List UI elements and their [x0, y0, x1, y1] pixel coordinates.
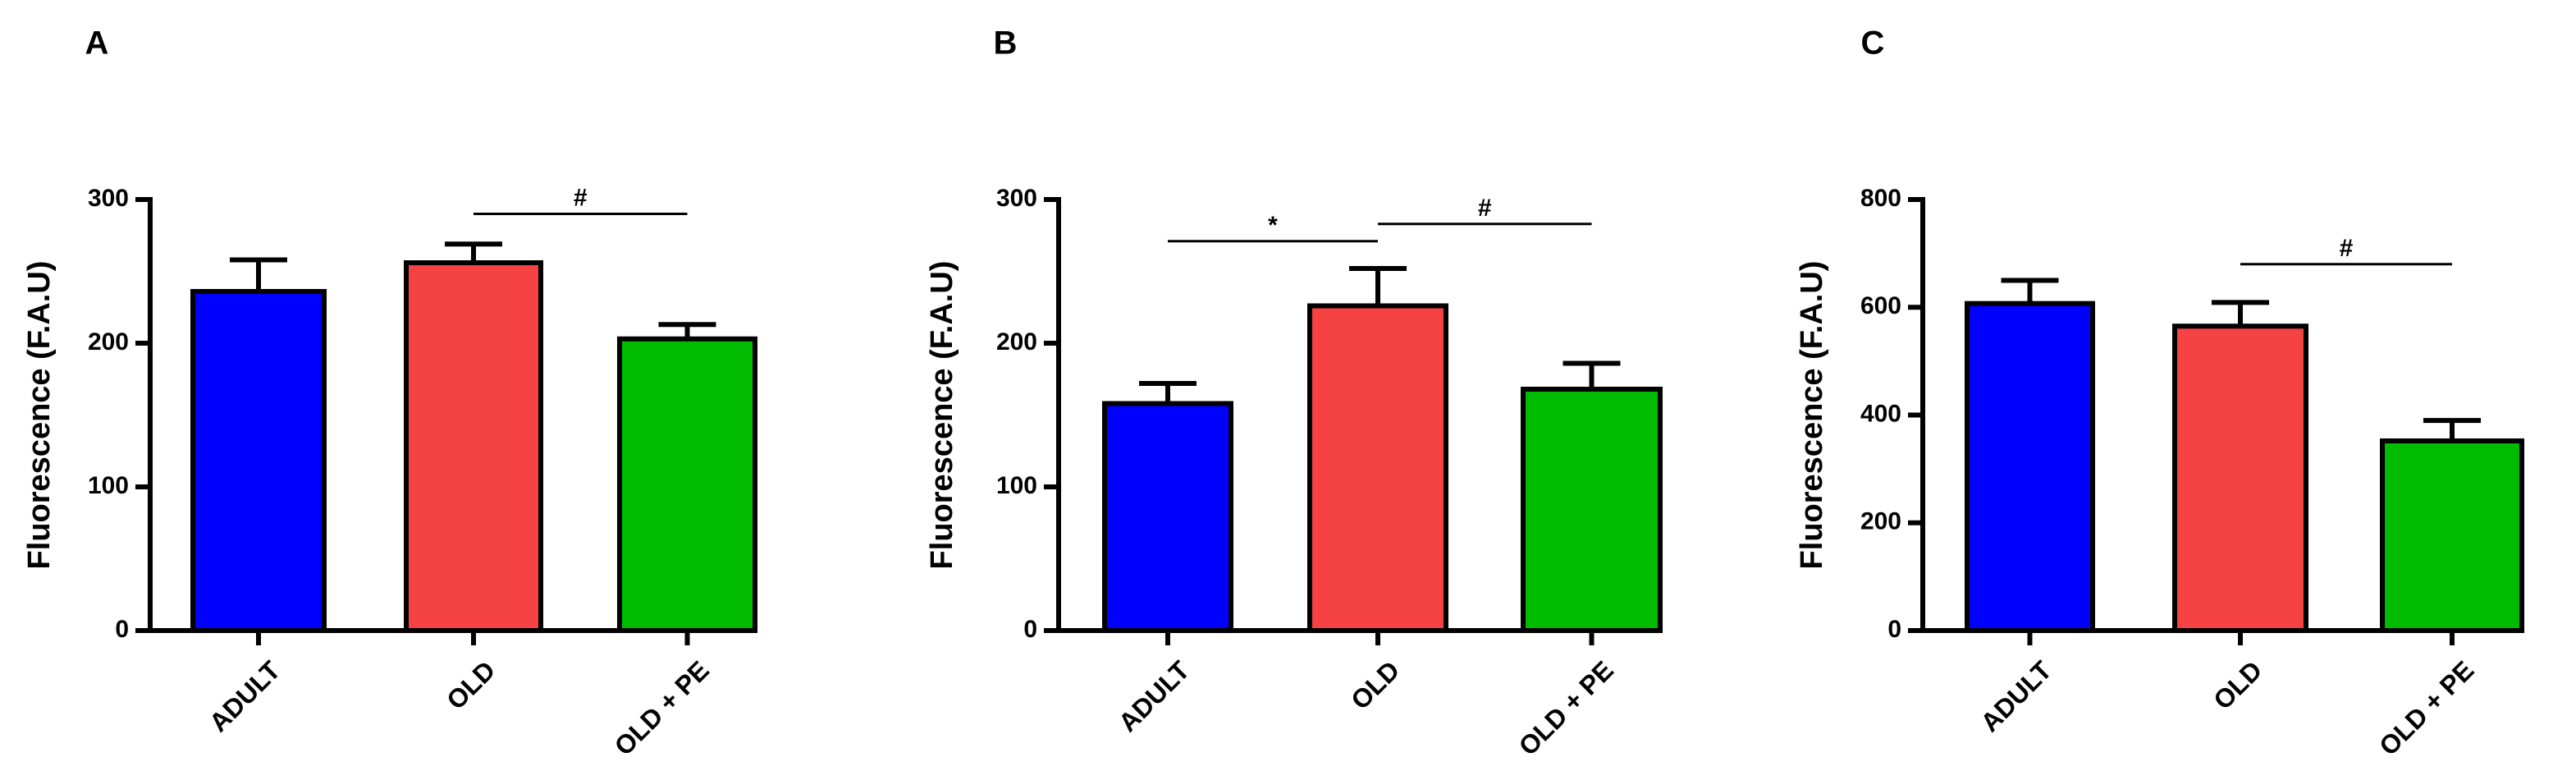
bar-old-pe	[2380, 438, 2524, 633]
x-tick-label: ADULT	[1113, 655, 1196, 738]
x-tick-label: ADULT	[204, 655, 286, 738]
y-axis-label: Fluorescence (F.A.U)	[22, 261, 57, 570]
significance-marker: #	[1478, 195, 1492, 222]
panel-letter: A	[85, 25, 109, 62]
bar-adult	[1965, 301, 2095, 633]
panel-letter: B	[994, 25, 1018, 62]
bar-old	[1307, 303, 1448, 633]
bar-adult	[190, 289, 327, 633]
chart-panel-c: C Fluorescence (F.A.U) 0 200 400 600 800 ADULT O…	[1795, 25, 2524, 761]
y-tick-label: 200	[88, 328, 129, 356]
y-tick-label: 100	[996, 472, 1037, 499]
y-tick-label: 100	[88, 472, 129, 499]
panel-letter: C	[1861, 25, 1885, 62]
bar-old-pe	[617, 336, 757, 633]
x-tick-label: OLD + PE	[2373, 655, 2479, 761]
y-tick-label: 0	[1023, 616, 1037, 643]
y-tick-label: 200	[996, 328, 1037, 356]
x-tick-label: ADULT	[1974, 655, 2057, 738]
y-tick-label: 600	[1860, 292, 1901, 319]
y-axis-label: Fluorescence (F.A.U)	[925, 261, 959, 570]
y-tick-label: 200	[1860, 508, 1901, 535]
y-tick-label: 0	[1887, 616, 1901, 643]
y-tick-label: 300	[996, 185, 1037, 212]
x-tick-label: OLD	[2208, 655, 2267, 715]
x-tick-label: OLD + PE	[1513, 655, 1619, 761]
bar-old	[2172, 323, 2308, 633]
y-axis-label: Fluorescence (F.A.U)	[1795, 261, 1829, 570]
bar-adult	[1102, 401, 1233, 633]
bar-old-pe	[1521, 387, 1663, 633]
bar-old	[404, 260, 543, 633]
x-tick-label: OLD	[441, 655, 501, 715]
x-tick-label: OLD	[1345, 655, 1405, 715]
y-tick-label: 800	[1860, 185, 1901, 212]
y-tick-label: 0	[115, 616, 129, 643]
y-tick-label: 300	[88, 185, 129, 212]
significance-marker: #	[574, 185, 588, 212]
x-tick-label: OLD + PE	[609, 655, 715, 761]
significance-marker: *	[1268, 212, 1278, 239]
significance-marker: #	[2340, 235, 2354, 262]
chart-panel-b: B Fluorescence (F.A.U) 0 100 200 300 ADULT OLD O…	[925, 25, 1663, 761]
chart-panel-a: A Fluorescence (F.A.U) 0 100 200 300 ADULT OLD O…	[22, 25, 757, 761]
y-tick-label: 400	[1860, 400, 1901, 427]
